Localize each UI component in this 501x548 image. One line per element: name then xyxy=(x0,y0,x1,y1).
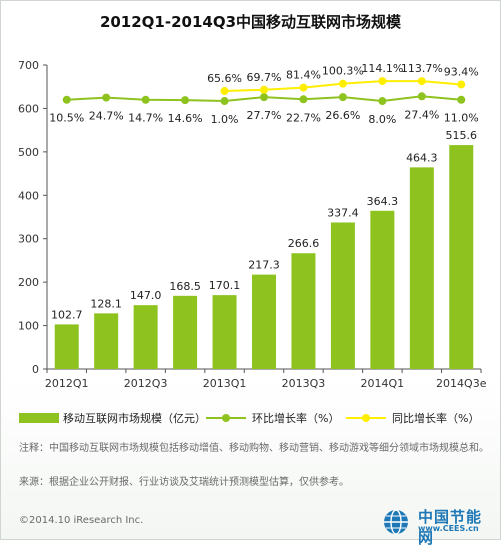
y-tick-label: 200 xyxy=(18,276,39,289)
x-tick-label: 2012Q3 xyxy=(124,377,168,390)
x-tick-label: 2013Q3 xyxy=(282,377,326,390)
watermark-url: www.CEES.cn xyxy=(418,524,479,533)
bar xyxy=(252,274,276,369)
y-tick-label: 500 xyxy=(18,146,39,159)
bar xyxy=(173,295,198,369)
bar-value-label: 364.3 xyxy=(367,195,399,208)
qoq-point xyxy=(141,95,150,104)
yoy-label: 81.4% xyxy=(286,69,321,82)
yoy-label: 114.1% xyxy=(361,62,403,75)
source-text: 来源：根据企业公开财报、行业访谈及艾瑞统计预测模型估算，仅供参考。 xyxy=(19,477,349,488)
bar xyxy=(449,145,474,369)
qoq-point xyxy=(102,93,111,102)
qoq-label: 27.4% xyxy=(404,108,439,121)
qoq-label: 8.0% xyxy=(368,113,396,126)
bar-value-label: 128.1 xyxy=(90,297,122,310)
yoy-label: 93.4% xyxy=(444,66,479,79)
qoq-point xyxy=(181,96,190,105)
qoq-point xyxy=(299,95,308,104)
y-tick-label: 400 xyxy=(18,189,39,202)
yoy-point xyxy=(299,83,308,92)
bar-value-label: 102.7 xyxy=(51,308,83,321)
qoq-label: 11.0% xyxy=(444,112,479,125)
bar-value-label: 168.5 xyxy=(169,280,201,293)
qoq-label: 1.0% xyxy=(211,113,239,126)
qoq-label: 22.7% xyxy=(286,111,321,124)
yoy-point xyxy=(338,79,347,88)
qoq-label: 14.7% xyxy=(128,112,163,125)
bar-value-label: 147.0 xyxy=(130,289,162,302)
yoy-label: 100.3% xyxy=(322,65,364,78)
bar xyxy=(54,324,79,369)
legend-qoq-label: 环比增长率（%） xyxy=(252,411,339,425)
x-tick-label: 2013Q1 xyxy=(203,377,247,390)
y-tick-label: 0 xyxy=(32,363,39,376)
legend-yoy-label: 同比增长率（%） xyxy=(392,411,479,425)
qoq-point xyxy=(417,92,426,101)
bar xyxy=(212,295,237,369)
qoq-point xyxy=(338,93,347,102)
y-tick-label: 100 xyxy=(18,320,39,333)
bar-value-label: 464.3 xyxy=(406,151,438,164)
y-tick-label: 600 xyxy=(18,102,39,115)
bar xyxy=(94,313,119,369)
yoy-point xyxy=(417,77,426,86)
bar-value-label: 170.1 xyxy=(209,279,241,292)
qoq-point xyxy=(220,97,229,106)
qoq-label: 27.7% xyxy=(247,109,282,122)
bar-value-label: 217.3 xyxy=(248,259,280,272)
legend-yoy-marker xyxy=(362,414,370,422)
yoy-point xyxy=(260,85,268,94)
qoq-point xyxy=(457,95,466,104)
legend-qoq-marker xyxy=(222,414,230,422)
copyright-text: ©2014.10 iResearch Inc. xyxy=(19,515,144,526)
x-tick-label: 2012Q1 xyxy=(45,377,89,390)
legend-bar-label: 移动互联网市场规模（亿元） xyxy=(63,411,206,425)
chart-title: 2012Q1-2014Q3中国移动互联网市场规模 xyxy=(99,13,402,31)
bar xyxy=(133,305,158,369)
qoq-point xyxy=(378,97,387,106)
bar-value-label: 266.6 xyxy=(288,237,320,250)
bar xyxy=(370,210,395,369)
yoy-label: 65.6% xyxy=(207,72,242,85)
bar-value-label: 515.6 xyxy=(446,129,478,142)
qoq-point xyxy=(260,93,268,102)
qoq-label: 10.5% xyxy=(49,112,84,125)
yoy-point xyxy=(457,80,466,89)
watermark-logo: 中国节能网 www.CEES.cn xyxy=(382,506,492,547)
legend-bar-swatch xyxy=(19,413,59,423)
globe-icon xyxy=(384,509,408,535)
y-tick-label: 300 xyxy=(18,233,39,246)
yoy-label: 113.7% xyxy=(401,62,443,75)
qoq-point xyxy=(62,95,71,104)
qoq-label: 14.6% xyxy=(168,112,203,125)
bar-value-label: 337.4 xyxy=(327,206,359,219)
bar xyxy=(330,222,355,369)
x-tick-label: 2014Q3e xyxy=(436,377,487,390)
y-tick-label: 700 xyxy=(18,59,39,72)
yoy-label: 69.7% xyxy=(247,71,282,84)
bar xyxy=(409,167,434,369)
yoy-point xyxy=(220,87,229,96)
chart-svg: 0 100 200 300 400 500 600 700 2012Q1 2012Q3 2013Q1… xyxy=(18,59,487,425)
x-tick-label: 2014Q1 xyxy=(361,377,405,390)
bar xyxy=(291,253,316,369)
yoy-point xyxy=(378,77,387,86)
qoq-label: 24.7% xyxy=(89,110,124,123)
note-text: 注释：中国移动互联网市场规模包括移动增值、移动购物、移动营销、移动游戏等细分领域… xyxy=(19,443,489,454)
qoq-label: 26.6% xyxy=(325,109,360,122)
